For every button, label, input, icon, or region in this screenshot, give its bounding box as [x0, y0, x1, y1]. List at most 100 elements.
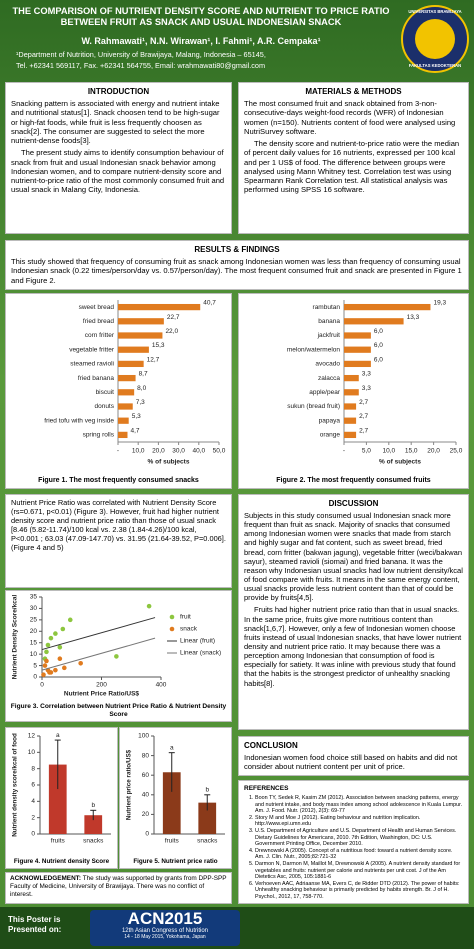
bar	[118, 431, 128, 439]
point	[114, 654, 119, 659]
category-label: banana	[318, 318, 340, 325]
legend-label: Linear (snack)	[180, 650, 221, 657]
y-tick-label: 6	[31, 782, 35, 789]
caption: Figure 5. Nutrient price ratio	[133, 858, 218, 866]
category-label: fried tofu with veg inside	[44, 417, 114, 424]
y-axis-title: Nutrient price ratio/US$	[126, 749, 133, 820]
paragraph: This study showed that frequency of cons…	[11, 257, 462, 285]
legend-label: Linear (fruit)	[180, 638, 215, 645]
chart: rambutan 19,3 banana 13,3 jackfruit 6,0 melon/…	[287, 300, 463, 466]
paragraph: The present study aims to identify consu…	[11, 148, 225, 195]
bar	[118, 389, 135, 396]
reference: Story M and Moe J (2012). Eating behavio…	[255, 815, 463, 828]
x-tick-label: snacks	[197, 838, 218, 845]
y-tick-label: 25	[30, 617, 38, 624]
x-tick-label: 0	[40, 682, 44, 689]
chart: 0 2 4 6 8 10 12 Nutrient density score/kcal of …	[12, 732, 111, 845]
y-tick-label: 100	[138, 733, 149, 740]
point	[44, 649, 49, 655]
value-label: 2,7	[359, 413, 368, 420]
bar	[344, 346, 371, 353]
reference-list: Boon TY, Sedek R, Kasim ZM (2012). Assoc…	[244, 795, 463, 901]
point	[57, 656, 63, 662]
point	[62, 665, 67, 671]
bar	[344, 403, 357, 410]
references: REFERENCES Boon TY, Sedek R, Kasim ZM (2…	[238, 780, 469, 904]
event-badge: ACN2015 12th Asian Congress of Nutrition…	[90, 910, 240, 946]
category-label: rambutan	[313, 304, 341, 311]
contact: Tel. +62341 569117, Fax. +62341 564755, …	[16, 61, 266, 70]
bar	[344, 303, 431, 311]
x-tick-label: fruits	[51, 838, 66, 845]
figure-1: sweet bread 40,7 fried bread 22,7 corn fritt…	[5, 293, 232, 489]
heading: MATERIALS & METHODS	[305, 87, 402, 96]
x-tick-label: 400	[156, 682, 167, 689]
y-tick-label: 40	[142, 792, 150, 799]
legend-marker	[169, 614, 175, 620]
figure-3: 0 5 10 15 20 25 30 35 0 200 400 Nutrient Price Rati…	[5, 590, 232, 722]
x-tick-label: 15,0	[405, 448, 418, 455]
introduction: INTRODUCTION Snacking pattern is associa…	[5, 82, 232, 234]
bar	[344, 389, 359, 396]
annotation: a	[56, 732, 60, 739]
category-label: sukun (bread fruit)	[287, 403, 340, 410]
logo-text: FAKULTAS KEDOKTERAN	[409, 63, 461, 68]
value-label: 3,3	[362, 385, 371, 392]
congress: 12th Asian Congress of Nutrition	[121, 928, 209, 934]
logo: UNIVERSITAS BRAWIJAYA FAKULTAS KEDOKTERA…	[401, 5, 469, 73]
y-axis-title: Nutrient density score/kcal of food	[12, 733, 19, 837]
x-axis-title: % of subjects	[148, 459, 190, 466]
category-label: apple/pear	[309, 389, 341, 396]
paragraph: Subjects in this study consumed usual In…	[244, 511, 463, 603]
x-tick-label: 20,0	[152, 448, 165, 455]
paragraph: Nutrient Price Ratio was correlated with…	[11, 498, 226, 553]
bar	[118, 417, 129, 424]
point	[67, 617, 73, 623]
paragraph: Indonesian women food choice still based…	[244, 753, 458, 772]
heading: REFERENCES	[244, 785, 289, 792]
bar	[344, 431, 357, 439]
figure-2: rambutan 19,3 banana 13,3 jackfruit 6,0 melon/…	[238, 293, 469, 489]
category-label: orange	[320, 432, 341, 439]
value-label: 6,0	[374, 356, 383, 363]
value-label: 4,7	[130, 427, 139, 434]
category-label: papaya	[319, 417, 341, 424]
y-tick-label: 8	[31, 765, 35, 772]
point	[146, 603, 152, 609]
y-tick-label: 35	[30, 594, 38, 601]
value-label: 2,7	[359, 399, 368, 406]
reference: Boon TY, Sedek R, Kasim ZM (2012). Assoc…	[255, 795, 463, 815]
caption: Figure 1. The most frequently consumed s…	[38, 477, 199, 485]
bar	[118, 374, 136, 382]
value-label: 12,7	[147, 356, 160, 363]
point	[53, 667, 58, 673]
value-label: 8,7	[139, 371, 148, 378]
point	[78, 660, 83, 666]
point	[60, 626, 66, 632]
heading: RESULTS & FINDINGS	[194, 245, 280, 254]
dates: 14 - 18 May 2015, Yokohama, Japan	[124, 934, 206, 940]
bar	[118, 403, 133, 410]
category-label: sweet bread	[79, 304, 115, 311]
x-tick-label: 10,0	[382, 448, 395, 455]
value-label: 7,3	[136, 399, 145, 406]
x-tick-label: 20,0	[427, 448, 440, 455]
x-tick-label: -	[343, 448, 345, 455]
point	[48, 635, 54, 641]
category-label: jackfruit	[317, 332, 341, 339]
paragraph: The most consumed fruit and snack obtain…	[244, 99, 456, 136]
x-tick-label: 5,0	[362, 448, 371, 455]
value-label: 22,0	[165, 328, 178, 335]
point	[44, 658, 49, 664]
title: THE COMPARISON OF NUTRIENT DENSITY SCORE…	[12, 6, 390, 27]
y-tick-label: 12	[28, 733, 36, 740]
category-label: biscuit	[96, 389, 115, 396]
bar	[344, 360, 371, 368]
y-tick-label: 0	[145, 831, 149, 838]
y-tick-label: 4	[31, 798, 35, 805]
value-label: 6,0	[374, 328, 383, 335]
y-tick-label: 20	[30, 628, 38, 635]
paragraph: Fruits had higher nutrient price ratio t…	[244, 605, 462, 688]
text: The study was supported by grants from D…	[10, 875, 227, 898]
